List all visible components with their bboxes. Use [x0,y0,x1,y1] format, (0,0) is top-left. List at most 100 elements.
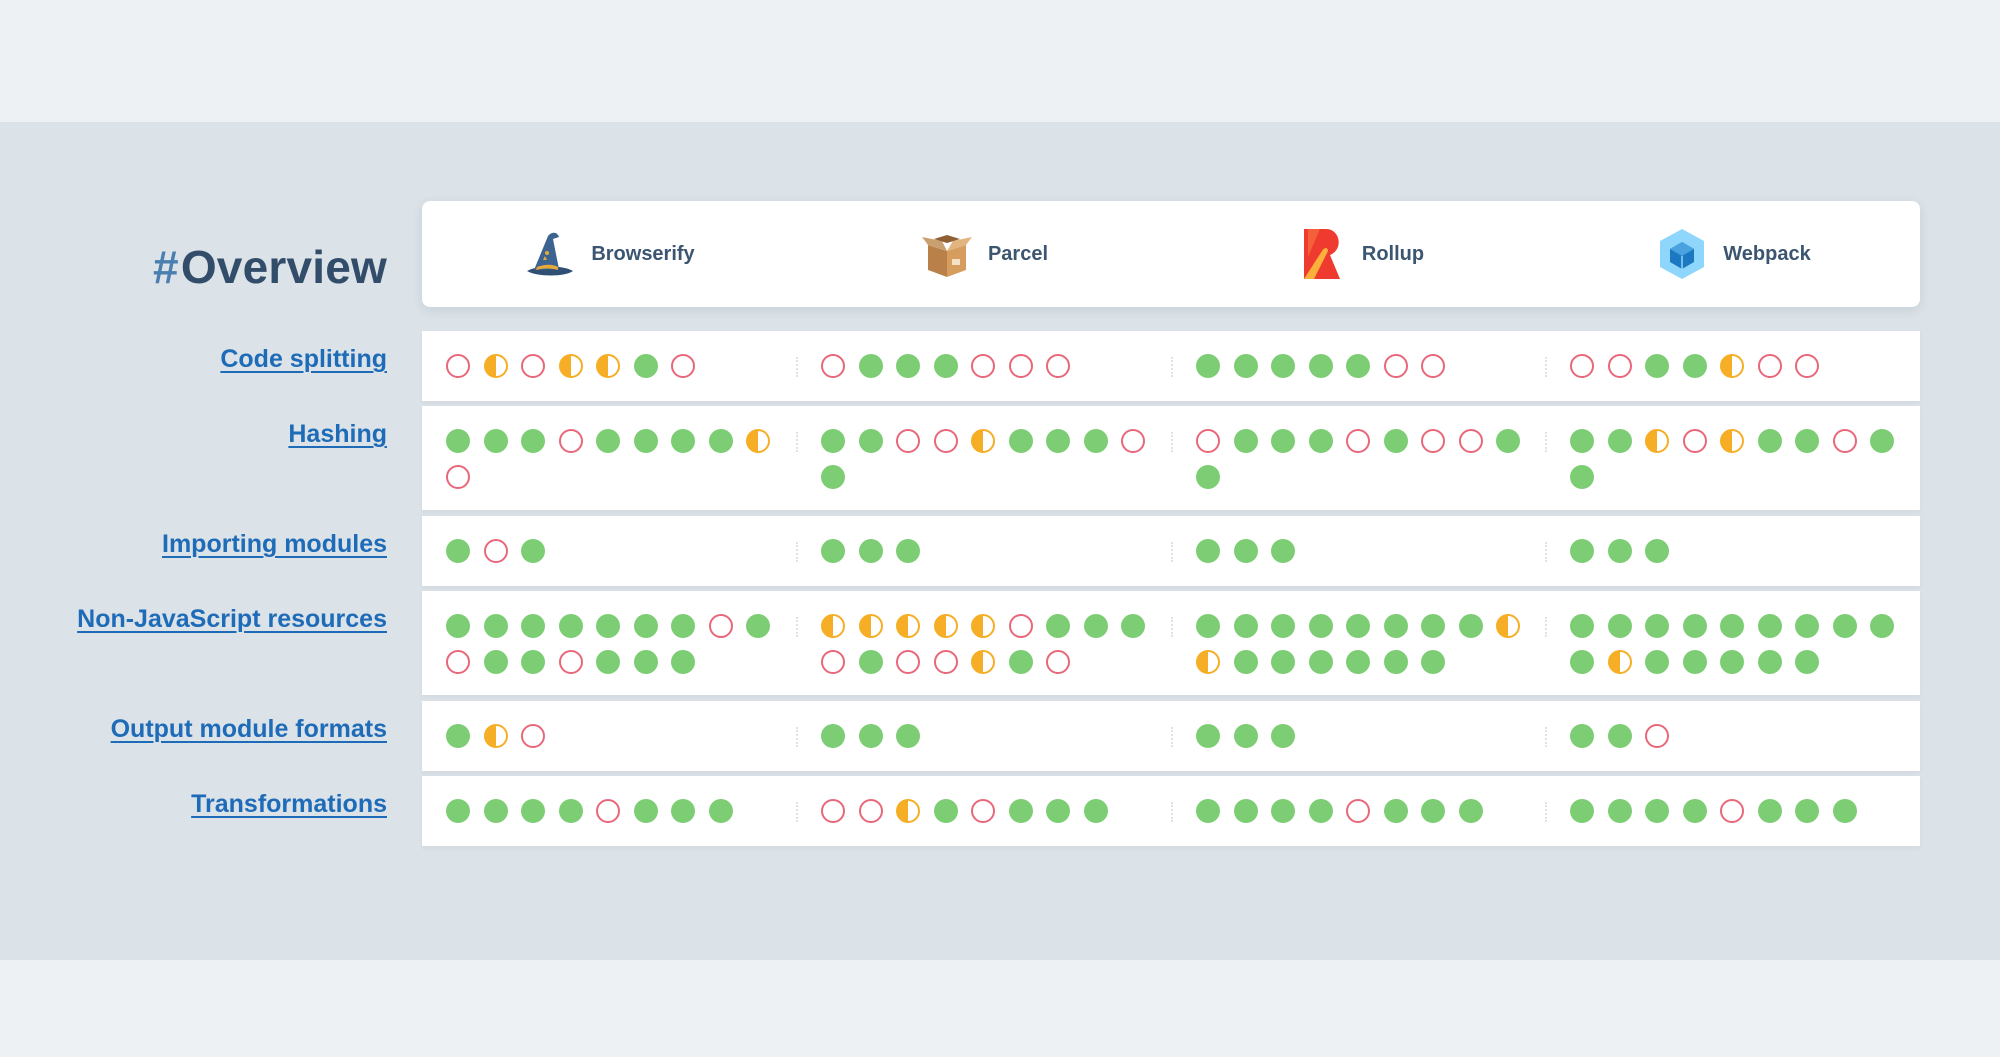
status-dot-yes[interactable] [1271,799,1295,823]
status-dot-no[interactable] [446,354,470,378]
status-dot-partial[interactable] [933,614,958,638]
status-dot-yes[interactable] [1645,614,1669,638]
status-dot-partial[interactable] [896,799,920,823]
status-dot-no[interactable] [521,354,545,378]
status-dot-yes[interactable] [896,539,920,563]
status-dot-yes[interactable] [633,650,658,674]
status-dot-yes[interactable] [1795,650,1819,674]
status-dot-yes[interactable] [1383,650,1408,674]
status-dot-no[interactable] [821,799,845,823]
status-dot-yes[interactable] [1757,799,1782,823]
status-dot-no[interactable] [1458,429,1483,453]
status-dot-no[interactable] [446,465,470,489]
status-dot-partial[interactable] [746,429,770,453]
status-dot-no[interactable] [1421,354,1445,378]
status-dot-yes[interactable] [596,614,620,638]
status-dot-yes[interactable] [1196,799,1220,823]
status-dot-yes[interactable] [633,799,658,823]
status-dot-partial[interactable] [1720,354,1744,378]
status-dot-yes[interactable] [1008,799,1033,823]
status-dot-yes[interactable] [596,429,620,453]
status-dot-no[interactable] [1795,354,1819,378]
status-dot-no[interactable] [1196,429,1220,453]
status-dot-yes[interactable] [1271,539,1295,563]
status-dot-yes[interactable] [708,429,733,453]
status-dot-no[interactable] [1607,354,1632,378]
status-dot-yes[interactable] [821,429,845,453]
status-dot-yes[interactable] [1121,614,1145,638]
status-dot-yes[interactable] [1233,539,1258,563]
status-dot-no[interactable] [1682,429,1707,453]
status-dot-no[interactable] [1008,614,1033,638]
status-dot-yes[interactable] [1832,614,1857,638]
status-dot-no[interactable] [596,799,620,823]
status-dot-partial[interactable] [896,614,920,638]
status-dot-yes[interactable] [1383,799,1408,823]
status-dot-yes[interactable] [821,724,845,748]
status-dot-no[interactable] [671,354,695,378]
status-dot-no[interactable] [1121,429,1145,453]
status-dot-yes[interactable] [671,429,695,453]
status-dot-yes[interactable] [1308,614,1333,638]
status-dot-yes[interactable] [1233,799,1258,823]
status-dot-no[interactable] [1046,354,1070,378]
row-label-code-splitting[interactable]: Code splitting [220,345,387,373]
status-dot-yes[interactable] [1008,650,1033,674]
status-dot-no[interactable] [558,650,583,674]
status-dot-partial[interactable] [821,614,845,638]
status-dot-yes[interactable] [1233,650,1258,674]
status-dot-no[interactable] [1421,429,1445,453]
status-dot-yes[interactable] [596,650,620,674]
status-dot-partial[interactable] [1607,650,1632,674]
status-dot-no[interactable] [1570,354,1594,378]
status-dot-yes[interactable] [1607,539,1632,563]
status-dot-yes[interactable] [858,650,883,674]
status-dot-no[interactable] [1383,354,1408,378]
status-dot-yes[interactable] [1083,614,1108,638]
status-dot-yes[interactable] [933,354,958,378]
status-dot-yes[interactable] [1570,465,1594,489]
status-dot-yes[interactable] [671,614,695,638]
status-dot-yes[interactable] [1383,614,1408,638]
status-dot-partial[interactable] [483,724,508,748]
status-dot-no[interactable] [1720,799,1744,823]
status-dot-yes[interactable] [1607,429,1632,453]
status-dot-yes[interactable] [858,429,883,453]
status-dot-no[interactable] [446,650,470,674]
status-dot-yes[interactable] [446,724,470,748]
status-dot-no[interactable] [971,354,995,378]
status-dot-yes[interactable] [558,799,583,823]
status-dot-yes[interactable] [671,799,695,823]
status-dot-no[interactable] [1346,799,1370,823]
status-dot-yes[interactable] [821,465,845,489]
status-dot-yes[interactable] [1421,650,1445,674]
row-label-transformations[interactable]: Transformations [191,790,387,818]
status-dot-yes[interactable] [1196,614,1220,638]
row-label-importing-modules[interactable]: Importing modules [162,530,387,558]
status-dot-yes[interactable] [521,539,545,563]
status-dot-yes[interactable] [521,614,545,638]
status-dot-yes[interactable] [446,539,470,563]
status-dot-yes[interactable] [446,799,470,823]
status-dot-yes[interactable] [483,614,508,638]
status-dot-yes[interactable] [1570,614,1594,638]
status-dot-yes[interactable] [1645,650,1669,674]
status-dot-yes[interactable] [1757,614,1782,638]
status-dot-yes[interactable] [1496,429,1520,453]
status-dot-no[interactable] [1046,650,1070,674]
status-dot-yes[interactable] [1421,614,1445,638]
row-label-non-javascript-resources[interactable]: Non-JavaScript resources [77,605,387,633]
status-dot-yes[interactable] [1570,429,1594,453]
status-dot-no[interactable] [1645,724,1669,748]
status-dot-no[interactable] [971,799,995,823]
status-dot-yes[interactable] [1271,724,1295,748]
status-dot-no[interactable] [896,429,920,453]
status-dot-yes[interactable] [1757,429,1782,453]
status-dot-no[interactable] [708,614,733,638]
status-dot-partial[interactable] [558,354,583,378]
status-dot-partial[interactable] [971,614,995,638]
status-dot-yes[interactable] [1720,614,1744,638]
status-dot-yes[interactable] [1795,429,1819,453]
status-dot-yes[interactable] [896,354,920,378]
status-dot-partial[interactable] [858,614,883,638]
